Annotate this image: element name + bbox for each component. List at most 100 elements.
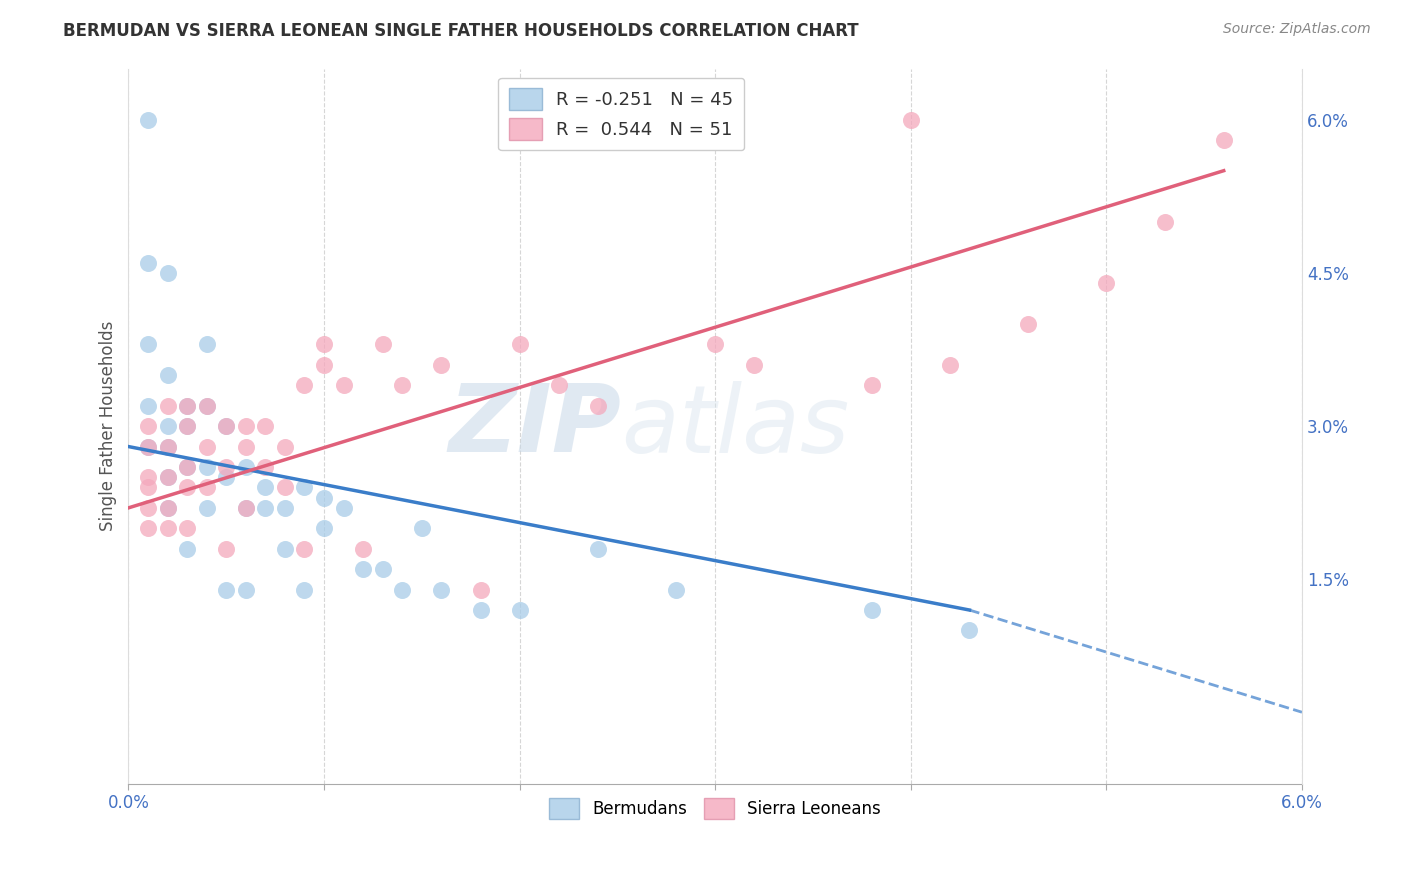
Point [391, 582, 413, 597]
Point [411, 521, 433, 535]
Point [254, 419, 277, 434]
Point [744, 358, 766, 372]
Point [470, 603, 492, 617]
Point [294, 582, 316, 597]
Point [195, 399, 218, 413]
Point [939, 358, 962, 372]
Text: atlas: atlas [621, 381, 849, 472]
Text: Source: ZipAtlas.com: Source: ZipAtlas.com [1223, 22, 1371, 37]
Point [235, 500, 257, 515]
Point [215, 460, 238, 475]
Point [195, 500, 218, 515]
Point [312, 358, 335, 372]
Point [156, 521, 179, 535]
Point [136, 112, 159, 127]
Point [176, 460, 198, 475]
Point [430, 358, 453, 372]
Point [332, 378, 354, 392]
Point [235, 440, 257, 454]
Point [959, 624, 981, 638]
Point [195, 399, 218, 413]
Point [156, 470, 179, 484]
Point [136, 521, 159, 535]
Point [371, 337, 394, 351]
Point [254, 460, 277, 475]
Point [274, 440, 297, 454]
Point [1212, 133, 1234, 147]
Point [156, 419, 179, 434]
Point [195, 440, 218, 454]
Point [665, 582, 688, 597]
Point [235, 419, 257, 434]
Legend: Bermudans, Sierra Leoneans: Bermudans, Sierra Leoneans [543, 792, 887, 825]
Point [156, 440, 179, 454]
Point [430, 582, 453, 597]
Point [294, 480, 316, 494]
Point [136, 399, 159, 413]
Point [312, 337, 335, 351]
Point [136, 337, 159, 351]
Point [215, 419, 238, 434]
Point [136, 470, 159, 484]
Point [156, 500, 179, 515]
Point [136, 480, 159, 494]
Text: ZIP: ZIP [449, 380, 621, 472]
Point [156, 500, 179, 515]
Point [176, 460, 198, 475]
Point [371, 562, 394, 576]
Text: BERMUDAN VS SIERRA LEONEAN SINGLE FATHER HOUSEHOLDS CORRELATION CHART: BERMUDAN VS SIERRA LEONEAN SINGLE FATHER… [63, 22, 859, 40]
Point [136, 255, 159, 269]
Point [391, 378, 413, 392]
Point [176, 419, 198, 434]
Point [1095, 276, 1118, 290]
Y-axis label: Single Father Households: Single Father Households [100, 321, 117, 532]
Point [254, 480, 277, 494]
Point [176, 419, 198, 434]
Point [215, 582, 238, 597]
Point [176, 399, 198, 413]
Point [136, 419, 159, 434]
Point [274, 480, 297, 494]
Point [274, 500, 297, 515]
Point [332, 500, 354, 515]
Point [900, 112, 922, 127]
Point [1154, 215, 1177, 229]
Point [509, 337, 531, 351]
Point [136, 440, 159, 454]
Point [235, 582, 257, 597]
Point [547, 378, 569, 392]
Point [195, 337, 218, 351]
Point [156, 368, 179, 382]
Point [470, 582, 492, 597]
Point [195, 480, 218, 494]
Point [215, 541, 238, 556]
Point [352, 562, 374, 576]
Point [176, 399, 198, 413]
Point [215, 419, 238, 434]
Point [274, 541, 297, 556]
Point [156, 399, 179, 413]
Point [860, 603, 883, 617]
Point [294, 378, 316, 392]
Point [312, 491, 335, 505]
Point [176, 541, 198, 556]
Point [195, 460, 218, 475]
Point [704, 337, 727, 351]
Point [509, 603, 531, 617]
Point [1017, 317, 1039, 331]
Point [156, 440, 179, 454]
Point [136, 500, 159, 515]
Point [136, 440, 159, 454]
Point [294, 541, 316, 556]
Point [312, 521, 335, 535]
Point [156, 470, 179, 484]
Point [860, 378, 883, 392]
Point [176, 521, 198, 535]
Point [215, 470, 238, 484]
Point [352, 541, 374, 556]
Point [176, 480, 198, 494]
Point [235, 500, 257, 515]
Point [235, 460, 257, 475]
Point [156, 266, 179, 280]
Point [254, 500, 277, 515]
